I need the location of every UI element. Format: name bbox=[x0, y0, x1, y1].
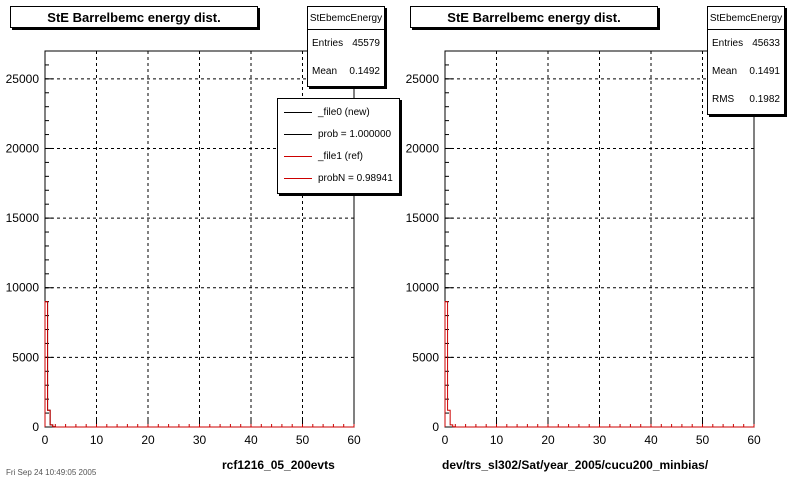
left-ytick-label-0: 0 bbox=[32, 420, 39, 434]
left-stats-mean-value: 0.1492 bbox=[349, 66, 380, 77]
right-xtick-label-2: 20 bbox=[541, 433, 555, 447]
left-ytick-label-4: 20000 bbox=[6, 141, 40, 155]
right-stats-box: StEbemcEnergy Entries 45633 Mean 0.1491 … bbox=[707, 6, 785, 115]
left-histogram-pad: 0 5000 10000 15000 20000 25000 0 10 20 30 40 50 60 S… bbox=[6, 6, 400, 477]
right-stats-rms-value: 0.1982 bbox=[749, 94, 780, 105]
right-stats-mean-label: Mean bbox=[712, 66, 738, 77]
right-xtick-label-3: 30 bbox=[593, 433, 607, 447]
right-stats-entries-value: 45633 bbox=[752, 38, 780, 49]
left-ytick-label-5: 25000 bbox=[6, 72, 40, 86]
left-ytick-label-2: 10000 bbox=[6, 281, 40, 295]
left-xtick-label-0: 0 bbox=[42, 433, 49, 447]
legend-line-prob bbox=[284, 133, 312, 135]
left-stats-mean-label: Mean bbox=[312, 66, 338, 77]
right-xtick-label-5: 50 bbox=[696, 433, 710, 447]
right-plot: 0 5000 10000 15000 20000 25000 0 10 20 30 40 50 60 bbox=[406, 50, 761, 447]
left-xtick-label-2: 20 bbox=[141, 433, 155, 447]
right-histogram-pad: 0 5000 10000 15000 20000 25000 0 10 20 30 40 50 60 S… bbox=[400, 0, 800, 480]
right-stats-rms-label: RMS bbox=[712, 94, 735, 105]
legend-line-new bbox=[284, 111, 312, 113]
left-xtick-label-4: 40 bbox=[244, 433, 258, 447]
left-series-1-line bbox=[44, 301, 354, 428]
left-footnote: Fri Sep 24 10:49:05 2005 bbox=[6, 468, 97, 477]
left-stats-entries-label: Entries bbox=[312, 38, 344, 49]
left-xtick-label-5: 50 bbox=[296, 433, 310, 447]
left-xtick-label-1: 10 bbox=[90, 433, 104, 447]
right-ytick-label-1: 5000 bbox=[412, 350, 439, 364]
right-stats-entries-label: Entries bbox=[712, 38, 744, 49]
left-xtick-label-6: 60 bbox=[347, 433, 361, 447]
left-stats-entries-row: Entries 45579 bbox=[308, 30, 384, 58]
right-ytick-label-3: 15000 bbox=[406, 211, 440, 225]
left-ytick-label-1: 5000 bbox=[12, 350, 39, 364]
right-x-axis-title: dev/trs_sl302/Sat/year_2005/cucu200_minb… bbox=[442, 458, 709, 472]
legend-entry-probn: probN = 0.98941 bbox=[278, 167, 399, 189]
left-stats-entries-value: 45579 bbox=[352, 38, 380, 49]
right-ytick-label-0: 0 bbox=[432, 420, 439, 434]
right-stats-name: StEbemcEnergy bbox=[708, 7, 784, 30]
right-xtick-label-4: 40 bbox=[644, 433, 658, 447]
right-series-0-line bbox=[444, 301, 754, 428]
right-stats-mean-value: 0.1491 bbox=[749, 66, 780, 77]
legend-line-ref bbox=[284, 155, 312, 157]
legend-box: _file0 (new) prob = 1.000000 _file1 (ref… bbox=[277, 98, 400, 194]
right-stats-entries-row: Entries 45633 bbox=[708, 30, 784, 58]
legend-entry-ref: _file1 (ref) bbox=[278, 145, 399, 167]
legend-label-probn: probN = 0.98941 bbox=[318, 172, 393, 184]
left-stats-box: StEbemcEnergy Entries 45579 Mean 0.1492 bbox=[307, 6, 385, 87]
left-stats-name: StEbemcEnergy bbox=[308, 7, 384, 30]
right-ytick-label-2: 10000 bbox=[406, 281, 440, 295]
legend-label-ref: _file1 (ref) bbox=[318, 150, 364, 162]
legend-label-new: _file0 (new) bbox=[318, 106, 370, 118]
left-plot-title: StE Barrelbemc energy dist. bbox=[10, 6, 258, 28]
legend-line-probn bbox=[284, 177, 312, 179]
right-ytick-label-4: 20000 bbox=[406, 141, 440, 155]
right-plot-title: StE Barrelbemc energy dist. bbox=[410, 6, 658, 28]
left-xtick-label-3: 30 bbox=[193, 433, 207, 447]
left-ytick-label-3: 15000 bbox=[6, 211, 40, 225]
legend-label-prob: prob = 1.000000 bbox=[318, 128, 392, 140]
legend-entry-prob: prob = 1.000000 bbox=[278, 123, 399, 145]
right-stats-mean-row: Mean 0.1491 bbox=[708, 58, 784, 86]
right-ytick-label-5: 25000 bbox=[406, 72, 440, 86]
left-stats-mean-row: Mean 0.1492 bbox=[308, 58, 384, 86]
right-xtick-label-0: 0 bbox=[442, 433, 449, 447]
right-xtick-label-1: 10 bbox=[490, 433, 504, 447]
left-x-axis-title: rcf1216_05_200evts bbox=[222, 458, 335, 472]
legend-entry-new: _file0 (new) bbox=[278, 101, 399, 123]
right-xtick-label-6: 60 bbox=[747, 433, 761, 447]
right-stats-rms-row: RMS 0.1982 bbox=[708, 86, 784, 114]
